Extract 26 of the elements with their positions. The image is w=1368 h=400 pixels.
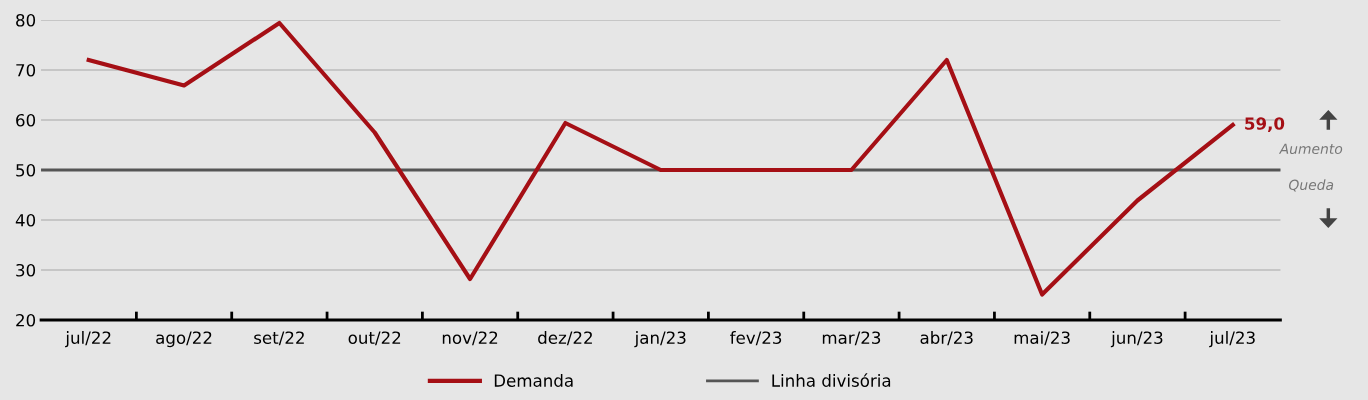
line-series bbox=[86, 20, 1235, 297]
x-tick-label: dez/22 bbox=[538, 331, 592, 346]
y-tick-label: 80 bbox=[16, 13, 36, 27]
x-tick-label: ago/22 bbox=[156, 331, 212, 348]
x-tick-label: mar/23 bbox=[822, 331, 881, 346]
x-tick-label: jul/22 bbox=[65, 331, 111, 348]
y-tick-label: 50 bbox=[16, 163, 36, 177]
legend-label: Demanda bbox=[494, 374, 573, 387]
x-tick-label: fev/23 bbox=[730, 331, 782, 346]
legend-label: Linha divisória bbox=[772, 373, 891, 387]
annotation: Aumento bbox=[1278, 143, 1343, 155]
x-tick-label: mai/23 bbox=[1014, 331, 1070, 346]
y-tick-label: 30 bbox=[16, 263, 36, 277]
x-tick-label: out/22 bbox=[348, 331, 401, 346]
x-tick-label: nov/22 bbox=[442, 331, 498, 346]
y-tick-label: 60 bbox=[16, 113, 36, 127]
data-label: 59,0 bbox=[1245, 117, 1285, 132]
y-tick-label: 70 bbox=[16, 63, 36, 77]
y-tick-label: 40 bbox=[15, 213, 36, 227]
x-tick-label: jul/23 bbox=[1209, 331, 1255, 348]
x-tick-label: abr/23 bbox=[920, 331, 973, 346]
x-tick-label: set/22 bbox=[254, 331, 304, 346]
text: Queda bbox=[1288, 179, 1334, 192]
y-tick-label: 20 bbox=[16, 313, 36, 327]
x-tick-label: jan/23 bbox=[634, 331, 686, 348]
x-tick-label: jun/23 bbox=[1110, 331, 1163, 348]
